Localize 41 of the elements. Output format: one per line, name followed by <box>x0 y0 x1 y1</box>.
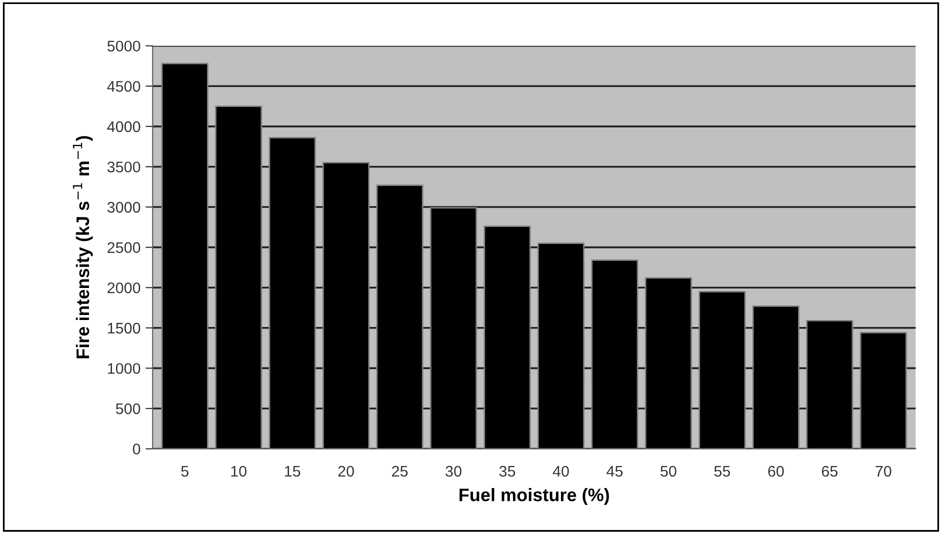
y-axis-title: Fire intensity (kJ s$^{−1}$ m$^{−1}$) <box>72 136 93 358</box>
x-tick-label: 25 <box>392 466 408 477</box>
x-tick-label: 55 <box>714 466 730 477</box>
x-tick-label: 40 <box>552 466 569 477</box>
bar <box>806 320 854 449</box>
bar <box>430 207 478 449</box>
x-tick-label: 30 <box>446 466 462 477</box>
x-axis-title: Fuel moisture (%) <box>460 488 609 505</box>
bar <box>698 290 746 449</box>
bar <box>537 242 585 449</box>
y-tick-label: 3500 <box>107 162 140 172</box>
y-tick-label: 2000 <box>108 282 140 294</box>
x-tick-label: 70 <box>876 466 892 477</box>
bar <box>376 184 424 449</box>
y-tick-label: 5000 <box>107 40 140 52</box>
x-tick-label: 5 <box>181 466 188 477</box>
bar <box>215 106 262 449</box>
x-tick-label: 50 <box>660 466 676 477</box>
bar <box>860 332 907 449</box>
y-tick-label: 4000 <box>107 121 140 132</box>
y-tick-label: 3000 <box>107 202 140 213</box>
y-tick-label: 4500 <box>107 81 140 92</box>
bar <box>322 162 370 449</box>
bar <box>591 260 638 449</box>
bar <box>752 305 800 449</box>
y-tick-label: 500 <box>116 403 140 414</box>
x-tick-label: 15 <box>284 466 300 477</box>
x-tick-label: 60 <box>768 466 784 477</box>
bar <box>644 277 692 449</box>
y-tick-label: 0 <box>132 444 140 454</box>
bar <box>161 62 208 449</box>
bar <box>484 226 531 449</box>
x-tick-label: 20 <box>338 466 354 477</box>
x-tick-label: 45 <box>606 466 623 477</box>
x-tick-label: 35 <box>499 466 516 477</box>
y-tick-label: 1000 <box>108 363 140 374</box>
y-tick-label: 1500 <box>108 322 140 334</box>
bar <box>268 137 316 449</box>
x-tick-label: 10 <box>231 466 246 477</box>
x-tick-label: 65 <box>822 466 838 477</box>
y-tick-label: 2500 <box>108 242 140 253</box>
